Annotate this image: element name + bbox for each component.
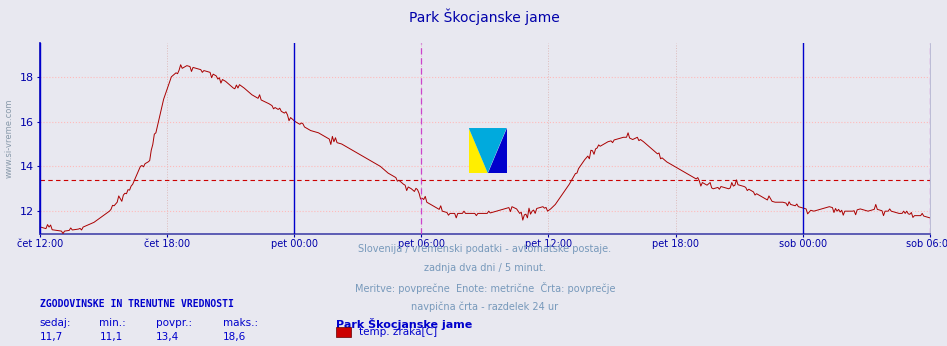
Text: maks.:: maks.:: [223, 318, 258, 328]
Text: 11,1: 11,1: [99, 332, 123, 342]
Text: www.si-vreme.com: www.si-vreme.com: [5, 99, 14, 178]
Text: zadnja dva dni / 5 minut.: zadnja dva dni / 5 minut.: [424, 263, 545, 273]
Text: Park Škocjanske jame: Park Škocjanske jame: [409, 9, 561, 25]
Text: Park Škocjanske jame: Park Škocjanske jame: [336, 318, 473, 330]
Text: Meritve: povprečne  Enote: metrične  Črta: povprečje: Meritve: povprečne Enote: metrične Črta:…: [354, 282, 616, 294]
Text: 18,6: 18,6: [223, 332, 246, 342]
Polygon shape: [488, 128, 507, 173]
Text: temp. zraka[C]: temp. zraka[C]: [359, 327, 437, 337]
Text: sedaj:: sedaj:: [40, 318, 71, 328]
Text: Slovenija / vremenski podatki - avtomatske postaje.: Slovenija / vremenski podatki - avtomats…: [358, 244, 612, 254]
Text: navpična črta - razdelek 24 ur: navpična črta - razdelek 24 ur: [411, 301, 559, 311]
Text: povpr.:: povpr.:: [156, 318, 192, 328]
Polygon shape: [469, 128, 488, 173]
Text: 11,7: 11,7: [40, 332, 63, 342]
Polygon shape: [469, 128, 507, 173]
Text: ZGODOVINSKE IN TRENUTNE VREDNOSTI: ZGODOVINSKE IN TRENUTNE VREDNOSTI: [40, 299, 234, 309]
Text: min.:: min.:: [99, 318, 126, 328]
Text: 13,4: 13,4: [156, 332, 180, 342]
